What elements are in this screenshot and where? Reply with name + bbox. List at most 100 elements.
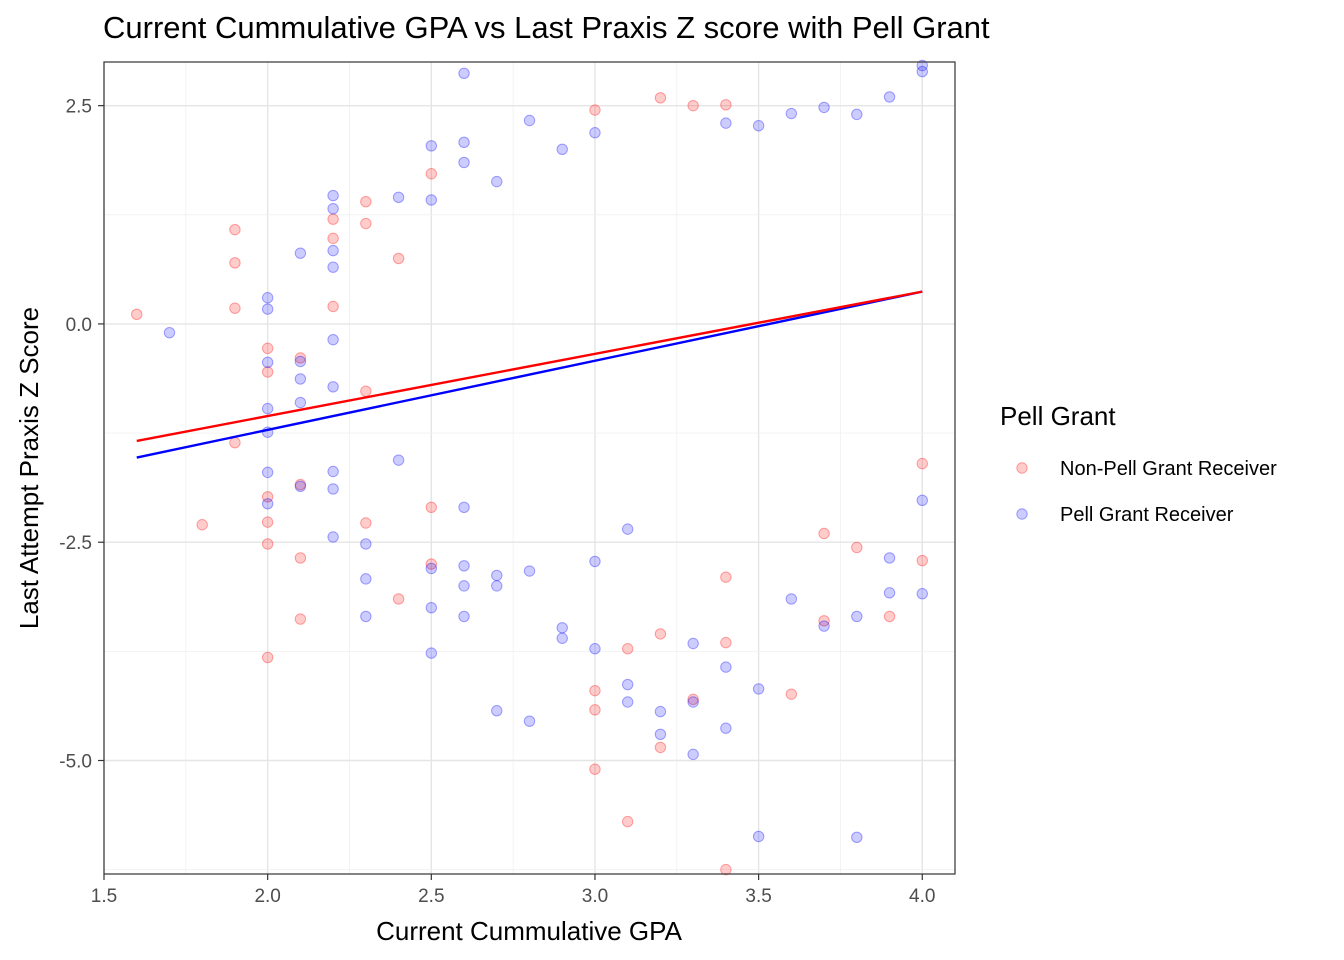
data-point: [883, 610, 896, 623]
data-point: [131, 308, 143, 321]
data-point: [458, 67, 470, 80]
data-point: [294, 373, 307, 385]
data-point: [294, 480, 307, 493]
data-point: [425, 558, 438, 570]
data-point: [916, 65, 928, 78]
data-point: [589, 763, 601, 775]
data-point: [720, 99, 732, 111]
data-point: [294, 478, 307, 491]
data-point: [851, 108, 863, 121]
data-point: [720, 571, 732, 583]
data-point: [851, 831, 863, 844]
data-point: [589, 127, 601, 139]
data-point: [589, 704, 601, 716]
data-point: [261, 292, 274, 304]
x-axis: 1.5 2.0 2.5 3.0 3.5 4.0: [91, 874, 935, 907]
data-point: [425, 501, 438, 513]
y-axis: 2.5 0.0 -2.5 -5.0: [59, 97, 104, 772]
data-point: [720, 636, 732, 649]
data-point: [261, 498, 274, 510]
data-point: [818, 615, 830, 627]
data-point: [883, 587, 896, 599]
data-point: [458, 560, 470, 572]
data-point: [589, 555, 601, 568]
y-tick-label: -2.5: [59, 533, 92, 554]
data-point: [360, 517, 372, 529]
data-point: [523, 565, 536, 577]
data-point: [392, 593, 405, 605]
data-point: [916, 588, 928, 600]
data-point: [360, 195, 372, 208]
grid-layer: [103, 62, 955, 874]
data-point: [294, 396, 307, 409]
data-point: [491, 705, 503, 717]
legend: Pell Grant Non-Pell Grant Receiver Pell G…: [1000, 401, 1277, 526]
data-point: [327, 465, 339, 478]
data-point: [229, 257, 241, 269]
data-point: [785, 688, 798, 700]
y-tick-label: 2.5: [66, 97, 92, 118]
data-point: [163, 326, 176, 339]
data-point: [261, 356, 274, 369]
data-point: [883, 552, 896, 564]
data-point: [261, 402, 274, 415]
data-point: [327, 232, 339, 245]
data-point: [589, 104, 601, 116]
data-point: [851, 610, 863, 623]
data-point: [916, 59, 928, 72]
data-point: [229, 302, 241, 314]
data-point: [327, 381, 339, 393]
data-point: [654, 92, 667, 104]
data-point: [621, 523, 634, 535]
data-point: [851, 541, 863, 554]
data-point: [392, 252, 405, 265]
data-point: [621, 815, 634, 828]
data-point: [523, 715, 536, 727]
series-points-group: [131, 92, 928, 876]
legend-label: Pell Grant Receiver: [1060, 504, 1234, 526]
data-point: [294, 247, 307, 259]
data-point: [785, 593, 798, 605]
data-point: [294, 355, 307, 368]
legend-item: Pell Grant Receiver: [1016, 504, 1234, 526]
data-point: [360, 610, 372, 623]
data-point: [491, 569, 503, 582]
trend-line: [136, 290, 923, 459]
data-point: [425, 168, 438, 180]
data-point: [229, 223, 241, 236]
data-point: [720, 117, 732, 129]
y-axis-title: Last Attempt Praxis Z Score: [14, 307, 44, 629]
data-point: [491, 580, 503, 592]
data-point: [360, 538, 372, 550]
chart-title: Current Cummulative GPA vs Last Praxis Z…: [103, 10, 990, 45]
x-axis-title: Current Cummulative GPA: [376, 916, 682, 946]
data-point: [294, 552, 307, 564]
data-point: [360, 217, 372, 230]
plot-panel-border: [103, 61, 956, 875]
data-point: [327, 333, 339, 346]
data-point: [621, 678, 634, 691]
data-point: [752, 830, 765, 843]
data-point: [327, 261, 339, 273]
data-point: [458, 610, 470, 623]
data-point: [327, 483, 339, 495]
x-tick-label: 3.5: [745, 886, 771, 907]
data-point: [654, 628, 667, 640]
data-point: [261, 491, 274, 503]
data-point: [229, 436, 241, 449]
data-point: [818, 101, 830, 114]
data-point: [327, 244, 339, 257]
legend-key-marker: [1016, 508, 1028, 520]
data-point: [458, 501, 470, 513]
data-point: [261, 303, 274, 315]
legend-label: Non-Pell Grant Receiver: [1060, 458, 1277, 480]
x-tick-label: 4.0: [909, 886, 935, 907]
data-point: [491, 175, 503, 188]
data-point: [327, 531, 339, 543]
data-point: [883, 91, 896, 103]
data-point: [327, 189, 339, 202]
data-point: [458, 156, 470, 169]
data-point: [752, 683, 765, 695]
